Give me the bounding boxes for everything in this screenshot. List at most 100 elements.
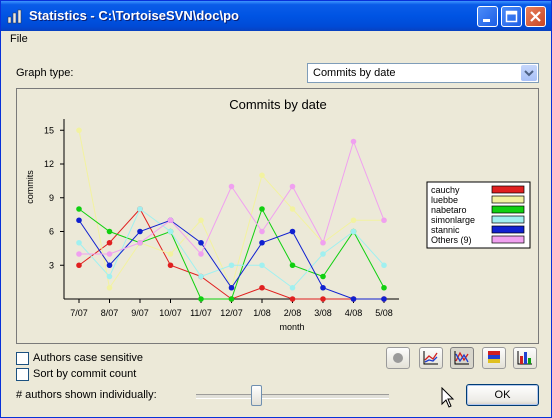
data-point bbox=[198, 296, 204, 302]
legend-label: simonlarge bbox=[431, 215, 475, 225]
graph-type-value: Commits by date bbox=[313, 67, 396, 79]
series-stannic bbox=[76, 217, 387, 302]
data-point bbox=[167, 228, 174, 235]
data-point bbox=[381, 262, 387, 269]
checkbox-label[interactable]: Authors case sensitive bbox=[33, 352, 144, 364]
data-point bbox=[289, 228, 296, 235]
authors-slider-track[interactable] bbox=[196, 394, 389, 399]
data-point bbox=[289, 296, 296, 302]
y-axis-label: commits bbox=[25, 170, 35, 204]
data-point bbox=[137, 206, 143, 212]
data-point bbox=[228, 296, 235, 302]
maximize-button[interactable] bbox=[501, 6, 522, 27]
chart-title: Commits by date bbox=[229, 97, 327, 112]
y-tick-label: 9 bbox=[49, 193, 54, 203]
menu-file[interactable]: File bbox=[10, 33, 28, 45]
authors-slider-thumb[interactable] bbox=[251, 385, 262, 406]
x-tick-label: 3/08 bbox=[314, 308, 332, 318]
data-point bbox=[76, 206, 82, 212]
y-tick-label: 6 bbox=[49, 227, 54, 237]
stacked-bar-graph-icon bbox=[488, 351, 500, 363]
data-point bbox=[76, 262, 82, 269]
x-axis-label: month bbox=[279, 322, 304, 332]
bar-graph-icon bbox=[517, 351, 532, 365]
data-point bbox=[289, 206, 296, 212]
x-tick-label: 11/07 bbox=[190, 308, 212, 318]
window-title: Statistics - C:\TortoiseSVN\doc\po bbox=[29, 8, 239, 23]
series-others-9- bbox=[76, 138, 387, 257]
x-tick-label: 8/07 bbox=[101, 308, 119, 318]
data-point bbox=[106, 228, 113, 235]
commits-chart: Commits by date 3 6 9 12 15 7/07 8/07 9/07 10/07… bbox=[25, 97, 531, 332]
data-point bbox=[259, 172, 265, 179]
data-point bbox=[289, 183, 296, 190]
percentage-stacked-graph-button[interactable] bbox=[386, 347, 410, 369]
data-point bbox=[320, 296, 326, 302]
data-point bbox=[198, 251, 204, 257]
series-simonlarge bbox=[76, 206, 387, 291]
line-graph-button[interactable] bbox=[419, 347, 443, 369]
legend-swatch bbox=[491, 225, 525, 234]
data-point bbox=[76, 251, 82, 257]
x-tick-label: 4/08 bbox=[345, 308, 363, 318]
ok-button[interactable]: OK bbox=[466, 384, 539, 406]
checkbox-label[interactable]: Sort by commit count bbox=[33, 368, 137, 380]
data-point bbox=[350, 138, 357, 145]
maximize-icon bbox=[505, 10, 518, 23]
dropdown-arrow-icon[interactable] bbox=[521, 65, 537, 81]
y-tick-label: 15 bbox=[44, 125, 54, 135]
data-point bbox=[381, 296, 387, 302]
data-point bbox=[320, 251, 326, 257]
data-point bbox=[259, 284, 265, 291]
x-tick-label: 9/07 bbox=[131, 308, 149, 318]
chart-area: Commits by date 3 6 9 12 15 7/07 8/07 9/07 10/07… bbox=[16, 88, 539, 344]
data-point bbox=[106, 239, 113, 246]
data-point bbox=[76, 239, 82, 246]
legend-swatch bbox=[491, 215, 525, 224]
legend-label: Others (9) bbox=[431, 235, 472, 245]
data-point bbox=[106, 284, 113, 291]
title-bar[interactable]: Statistics - C:\TortoiseSVN\doc\po bbox=[1, 1, 551, 31]
legend-swatch bbox=[491, 195, 525, 204]
data-point bbox=[350, 217, 357, 224]
data-point bbox=[259, 262, 265, 269]
data-point bbox=[320, 273, 326, 280]
data-point bbox=[137, 228, 143, 235]
close-button[interactable] bbox=[525, 6, 546, 27]
checkbox-box[interactable] bbox=[16, 368, 29, 381]
close-icon bbox=[530, 11, 541, 22]
minimize-button[interactable] bbox=[477, 6, 498, 27]
data-point bbox=[76, 127, 82, 134]
data-point bbox=[320, 284, 326, 291]
y-tick-label: 12 bbox=[44, 159, 54, 169]
x-tick-label: 5/08 bbox=[375, 308, 393, 318]
stacked-line-graph-icon bbox=[454, 351, 469, 365]
legend-swatch bbox=[491, 185, 525, 194]
graph-type-select[interactable]: Commits by date bbox=[307, 63, 539, 83]
authors-shown-label: # authors shown individually: bbox=[16, 389, 157, 401]
data-point bbox=[198, 273, 204, 280]
data-point bbox=[198, 217, 204, 224]
bar-graph-button[interactable] bbox=[513, 347, 537, 369]
legend-swatch bbox=[491, 235, 525, 244]
checkbox-box[interactable] bbox=[16, 352, 29, 365]
data-point bbox=[350, 228, 357, 235]
data-point bbox=[259, 228, 265, 235]
x-tick-label: 7/07 bbox=[70, 308, 88, 318]
data-point bbox=[350, 296, 357, 302]
data-point bbox=[228, 262, 235, 269]
stacked-line-graph-button[interactable] bbox=[450, 347, 474, 369]
data-point bbox=[167, 262, 174, 269]
legend-label: stannic bbox=[431, 225, 460, 235]
x-tick-label: 10/07 bbox=[159, 308, 182, 318]
data-point bbox=[259, 239, 265, 246]
data-point bbox=[228, 284, 235, 291]
data-point bbox=[167, 217, 174, 224]
stacked-bar-graph-button[interactable] bbox=[482, 347, 506, 369]
window-app-icon bbox=[7, 8, 23, 24]
legend-label: luebbe bbox=[431, 195, 458, 205]
data-point bbox=[320, 239, 326, 246]
data-point bbox=[289, 262, 296, 269]
data-point bbox=[198, 239, 204, 246]
